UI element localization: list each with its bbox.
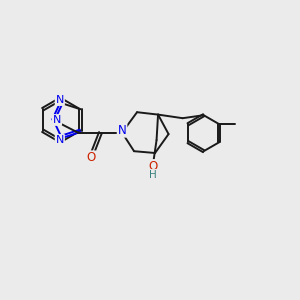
Text: O: O [86,151,95,164]
Text: N: N [56,95,64,105]
Text: N: N [56,135,64,145]
Text: N: N [118,124,126,137]
Text: N: N [53,115,61,125]
Text: O: O [148,160,158,173]
Text: H: H [149,170,157,180]
